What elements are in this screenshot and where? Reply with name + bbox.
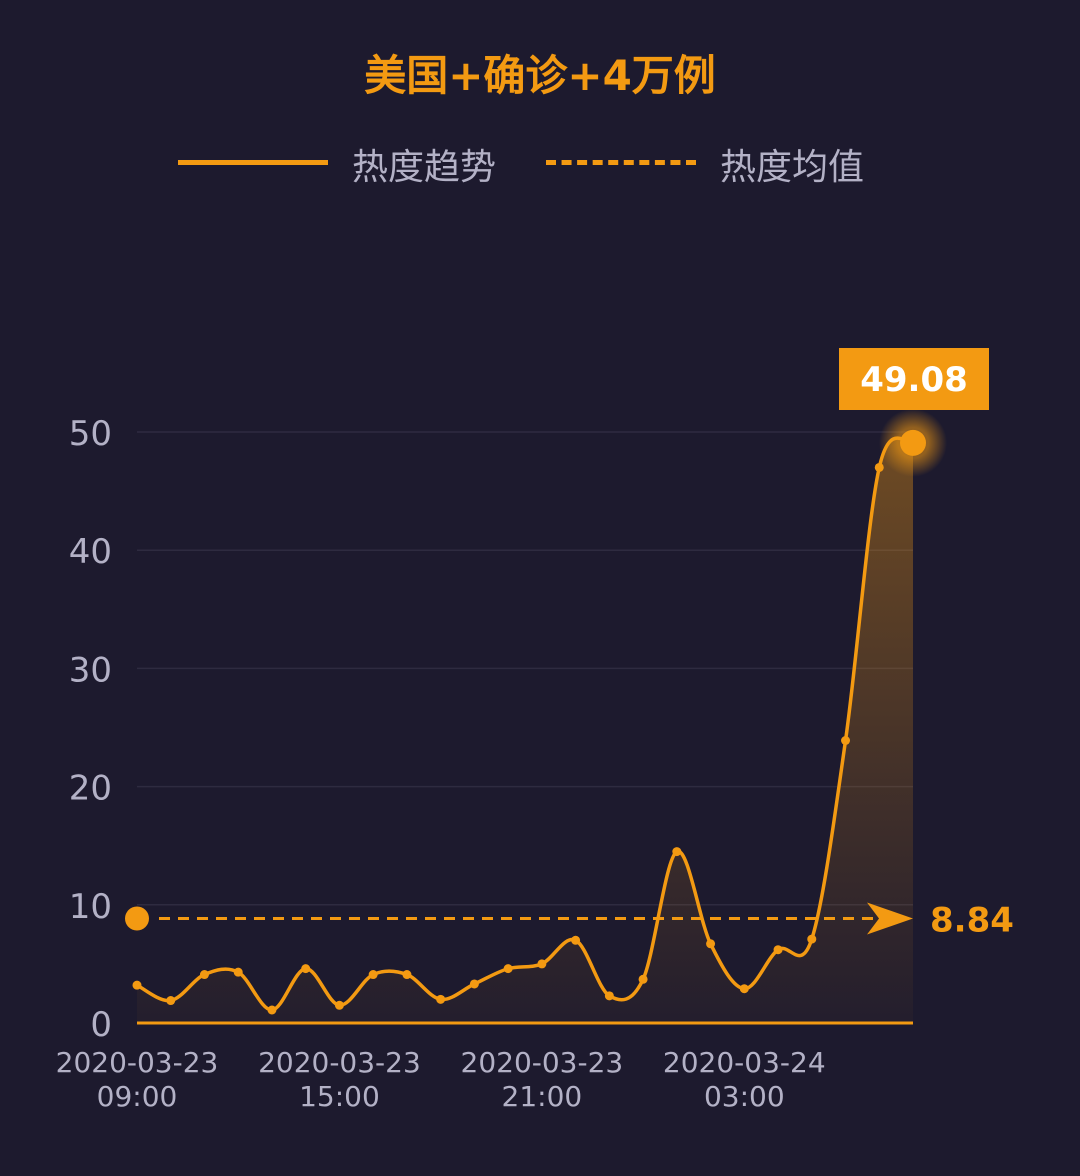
legend-trend-swatch <box>178 160 328 165</box>
data-point-12 <box>537 959 547 969</box>
chart-title: 美国+确诊+4万例 <box>364 51 716 100</box>
data-point-22 <box>874 462 884 472</box>
legend-trend-label: 热度趋势 <box>352 147 497 188</box>
data-point-0 <box>132 980 142 990</box>
data-point-9 <box>436 994 446 1004</box>
mean-line-arrow <box>867 902 913 935</box>
peak-point <box>900 429 926 456</box>
chart-legend: 热度趋势 热度均值 <box>0 136 1080 188</box>
data-point-4 <box>267 1005 277 1015</box>
y-tick-label-50: 50 <box>69 414 112 454</box>
x-tick-label-3: 2020-03-24 03:00 <box>663 1046 826 1113</box>
y-tick-label-10: 10 <box>69 887 112 927</box>
data-point-1 <box>166 996 176 1006</box>
x-tick-time: 09:00 <box>97 1080 178 1113</box>
legend-mean-swatch <box>546 160 696 165</box>
data-point-5 <box>301 964 311 974</box>
y-tick-label-30: 30 <box>69 650 112 690</box>
x-tick-date: 2020-03-24 <box>663 1046 826 1079</box>
x-tick-label-2: 2020-03-23 21:00 <box>461 1046 624 1113</box>
data-point-16 <box>672 847 682 857</box>
x-tick-date: 2020-03-23 <box>56 1046 219 1079</box>
mean-line-group: 8.84 <box>125 901 1014 941</box>
x-tick-time: 15:00 <box>299 1080 380 1113</box>
peak-group: 49.08 <box>839 348 989 477</box>
data-point-14 <box>604 991 614 1001</box>
trend-series <box>136 436 915 1012</box>
x-tick-label-0: 2020-03-23 09:00 <box>56 1046 219 1113</box>
data-point-3 <box>233 967 243 977</box>
peak-label-box <box>839 348 989 410</box>
y-tick-label-20: 20 <box>69 769 112 809</box>
x-tick-label-1: 2020-03-23 15:00 <box>258 1046 421 1113</box>
x-tick-time: 21:00 <box>502 1080 583 1113</box>
data-point-19 <box>773 945 783 955</box>
data-point-6 <box>334 1000 344 1010</box>
trend-area <box>137 438 913 1023</box>
trend-line <box>136 436 915 1012</box>
data-point-11 <box>503 964 513 974</box>
y-tick-label-0: 0 <box>90 1005 112 1045</box>
trend-area-fill <box>137 438 913 1023</box>
data-point-20 <box>807 934 817 944</box>
mean-value-label: 8.84 <box>930 901 1014 941</box>
mean-line-start-dot <box>125 906 149 931</box>
x-tick-time: 03:00 <box>704 1080 785 1113</box>
data-point-21 <box>841 736 851 746</box>
data-point-18 <box>739 984 749 994</box>
data-point-2 <box>199 970 209 980</box>
legend-mean-label: 热度均值 <box>720 147 865 188</box>
data-point-8 <box>402 970 412 980</box>
data-point-17 <box>706 939 716 949</box>
x-tick-date: 2020-03-23 <box>258 1046 421 1079</box>
x-tick-date: 2020-03-23 <box>461 1046 624 1079</box>
data-point-13 <box>571 935 581 945</box>
trend-points <box>132 462 884 1015</box>
data-point-15 <box>638 974 648 984</box>
peak-value-label: 49.08 <box>860 360 968 400</box>
grid-lines <box>137 431 913 906</box>
data-point-10 <box>469 979 479 989</box>
y-tick-label-40: 40 <box>69 532 112 572</box>
data-point-7 <box>368 970 378 980</box>
